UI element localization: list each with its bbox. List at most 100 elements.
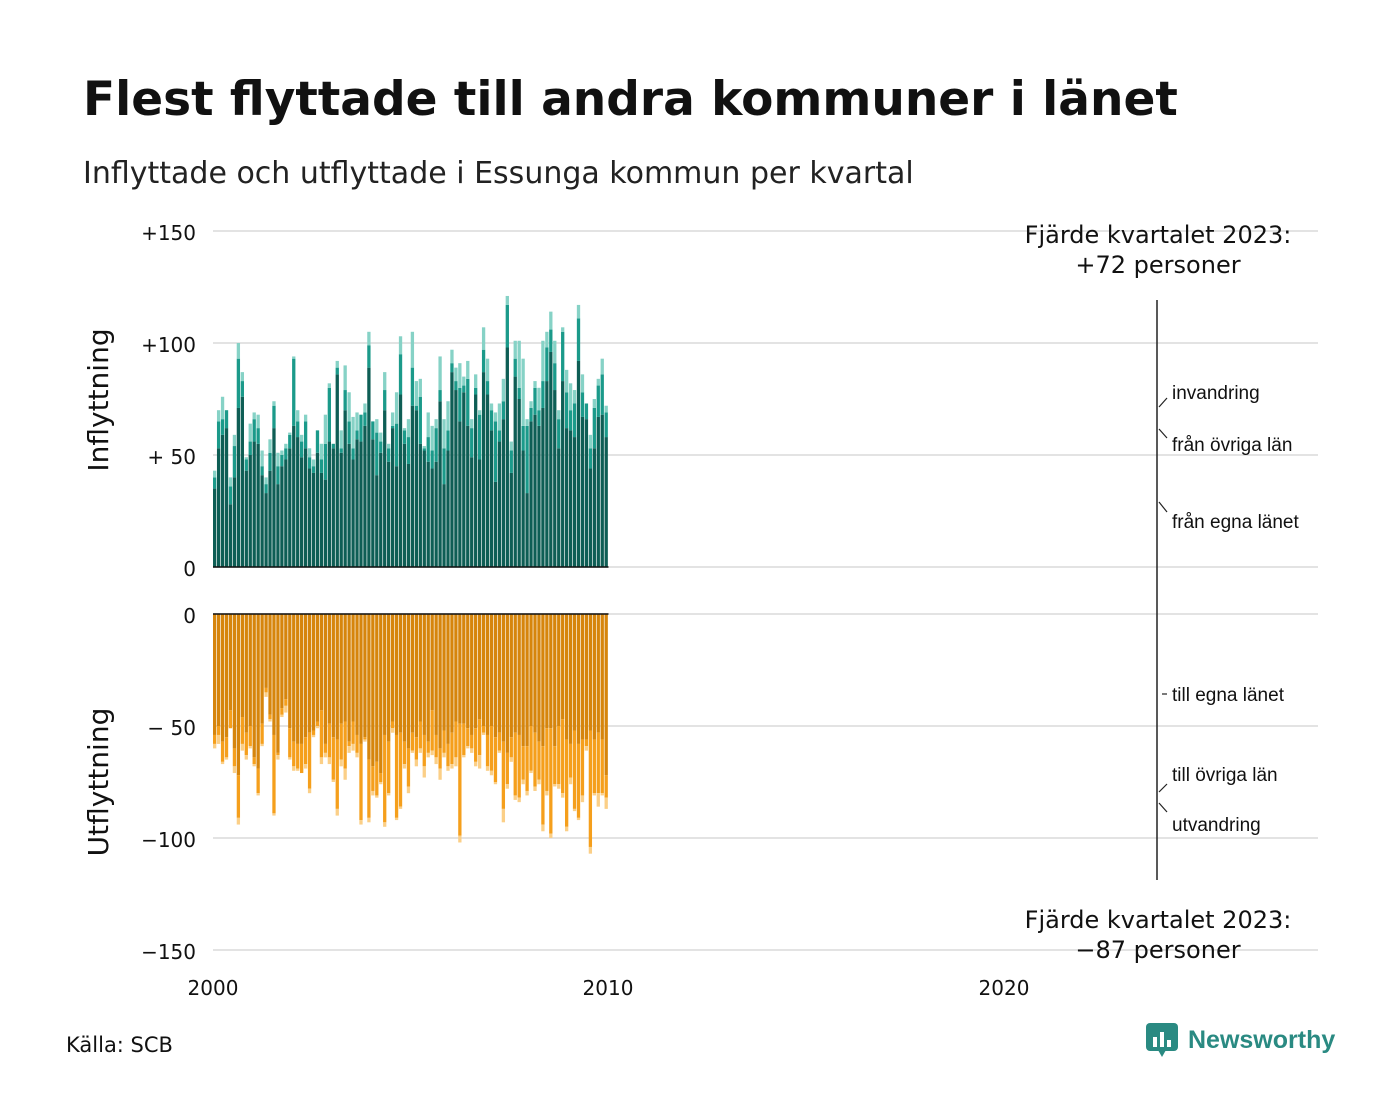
inflow-bar-4-1 bbox=[228, 486, 233, 505]
outflow-bar-95-1 bbox=[588, 730, 593, 847]
inflow-bar-6-0 bbox=[236, 407, 241, 567]
inflow-bar-55-2 bbox=[430, 425, 434, 451]
outflow-bar-12-1 bbox=[260, 723, 264, 744]
outflow-bar-86-0 bbox=[553, 614, 557, 747]
outflow-bar-91-2 bbox=[572, 808, 577, 812]
inflow-bar-55-0 bbox=[430, 468, 434, 567]
inflow-bar-16-0 bbox=[276, 484, 280, 567]
inflow-bar-62-1 bbox=[458, 387, 462, 422]
inflow-bar-46-0 bbox=[394, 466, 399, 567]
legend-utvandring: utvandring bbox=[1172, 815, 1261, 836]
inflow-bar-55-1 bbox=[430, 450, 434, 469]
outflow-bar-71-2 bbox=[493, 782, 498, 785]
inflow-bar-62-2 bbox=[458, 363, 462, 388]
inflow-bar-75-1 bbox=[509, 450, 513, 473]
outflow-bar-98-0 bbox=[600, 614, 604, 740]
legend-invandring: invandring bbox=[1172, 383, 1260, 404]
outflow-bar-25-0 bbox=[311, 614, 316, 731]
inflow-bar-11-2 bbox=[256, 414, 260, 429]
legend-till-egna-lanet: till egna länet bbox=[1172, 685, 1285, 706]
inflow-bar-25-1 bbox=[311, 466, 316, 473]
inflow-bar-20-2 bbox=[292, 356, 296, 359]
outflow-bar-42-2 bbox=[379, 782, 383, 785]
inflow-bar-10-1 bbox=[252, 419, 256, 442]
outflow-bar-85-0 bbox=[549, 614, 553, 729]
brand-name: Newsworthy bbox=[1188, 1025, 1336, 1054]
outflow-bar-41-1 bbox=[375, 761, 379, 796]
outflow-bar-43-1 bbox=[383, 734, 387, 823]
outflow-bar-15-2 bbox=[272, 813, 276, 816]
outflow-bar-6-2 bbox=[236, 817, 241, 825]
outflow-bar-45-2 bbox=[390, 728, 395, 733]
inflow-bar-21-2 bbox=[296, 410, 300, 422]
outflow-bar-34-1 bbox=[347, 741, 351, 747]
inflow-bar-24-2 bbox=[307, 448, 312, 458]
inflow-bar-94-0 bbox=[584, 419, 589, 567]
inflow-bars bbox=[213, 295, 608, 567]
inflow-bar-32-0 bbox=[339, 452, 343, 567]
inflow-bar-88-0 bbox=[561, 381, 565, 567]
inflow-bar-67-2 bbox=[477, 410, 482, 415]
x-tick-2000: 2000 bbox=[188, 976, 239, 1000]
outflow-bar-87-0 bbox=[557, 614, 561, 726]
outflow-bar-61-1 bbox=[454, 721, 458, 758]
inflow-bar-81-1 bbox=[533, 387, 537, 415]
outflow-bar-24-2 bbox=[307, 788, 312, 794]
outflow-bar-29-2 bbox=[327, 757, 331, 765]
outflow-bar-60-2 bbox=[450, 764, 454, 769]
outflow-bar-47-1 bbox=[398, 732, 403, 807]
inflow-bar-43-0 bbox=[383, 410, 387, 567]
inflow-bar-70-1 bbox=[489, 410, 494, 431]
outflow-bar-63-1 bbox=[462, 723, 466, 756]
inflow-bar-74-2 bbox=[505, 295, 509, 305]
inflow-bar-38-2 bbox=[363, 403, 367, 413]
inflow-bar-52-0 bbox=[418, 443, 422, 567]
outflow-bar-91-0 bbox=[572, 614, 577, 731]
outflow-bar-97-1 bbox=[596, 732, 600, 794]
inflow-bar-45-0 bbox=[390, 428, 395, 567]
inflow-bar-15-2 bbox=[272, 401, 276, 406]
inflow-bar-88-1 bbox=[561, 331, 565, 382]
inflow-bar-42-2 bbox=[379, 432, 383, 442]
outflow-bar-42-1 bbox=[379, 773, 383, 782]
outflow-bar-48-0 bbox=[402, 614, 407, 742]
y-tick-bot-150: −150 bbox=[141, 940, 196, 964]
inflow-bar-3-0 bbox=[224, 428, 229, 567]
outflow-bar-0-1 bbox=[213, 734, 217, 744]
inflow-bar-96-2 bbox=[592, 399, 596, 408]
outflow-bar-30-1 bbox=[331, 737, 335, 780]
inflow-bar-44-0 bbox=[387, 461, 391, 567]
y-tick-top-100: +100 bbox=[141, 333, 196, 357]
inflow-bar-90-0 bbox=[568, 430, 573, 567]
outflow-bar-78-1 bbox=[521, 746, 525, 780]
inflow-bar-84-1 bbox=[545, 347, 549, 382]
inflow-bar-86-1 bbox=[553, 363, 557, 391]
inflow-bar-43-2 bbox=[383, 372, 387, 391]
outflow-bar-45-0 bbox=[390, 614, 395, 722]
outflow-bar-99-2 bbox=[604, 797, 608, 809]
inflow-bar-17-1 bbox=[280, 455, 284, 467]
outflow-bar-81-2 bbox=[533, 786, 537, 791]
outflow-bar-54-0 bbox=[426, 614, 430, 742]
outflow-bar-78-0 bbox=[521, 614, 525, 747]
inflow-bar-82-1 bbox=[537, 410, 541, 426]
outflow-bar-93-0 bbox=[580, 614, 585, 740]
inflow-bar-81-0 bbox=[533, 414, 537, 567]
outflow-bar-20-1 bbox=[292, 741, 296, 767]
inflow-bar-73-0 bbox=[501, 419, 506, 567]
inflow-bar-70-2 bbox=[489, 403, 494, 411]
inflow-bar-90-1 bbox=[568, 410, 573, 431]
outflow-bar-31-1 bbox=[335, 739, 339, 809]
inflow-bar-91-0 bbox=[572, 437, 577, 567]
outflow-bar-27-1 bbox=[319, 710, 324, 758]
outflow-bar-52-0 bbox=[418, 614, 422, 722]
inflow-bar-98-0 bbox=[600, 414, 604, 567]
y-tick-bot-0: 0 bbox=[183, 604, 196, 628]
inflow-bar-78-2 bbox=[521, 358, 525, 426]
inflow-bar-79-1 bbox=[525, 425, 529, 494]
inflow-bar-22-2 bbox=[300, 434, 304, 442]
inflow-bar-35-1 bbox=[351, 448, 355, 460]
outflow-bar-14-1 bbox=[268, 714, 272, 720]
outflow-bar-11-0 bbox=[256, 614, 260, 769]
inflow-bar-12-2 bbox=[260, 450, 264, 467]
